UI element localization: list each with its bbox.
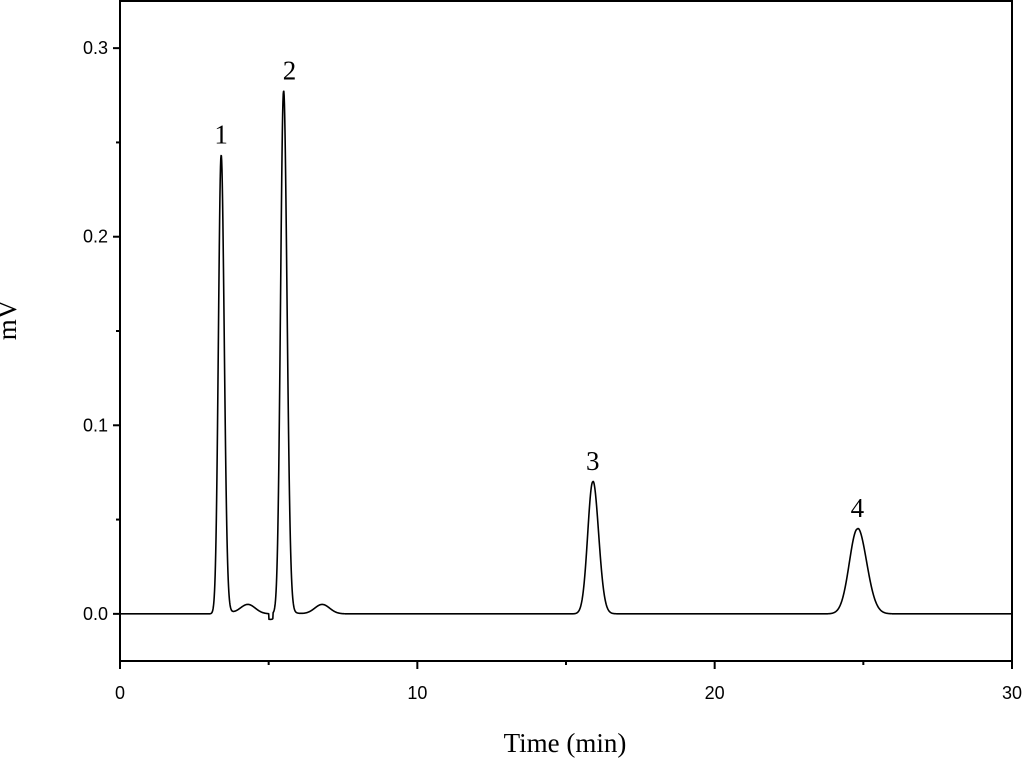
y-axis-title: mV (0, 299, 22, 340)
x-tick-label: 30 (1002, 683, 1022, 703)
peak-label-4: 4 (851, 493, 865, 523)
x-axis-title: Time (min) (504, 728, 627, 758)
peak-label-3: 3 (586, 446, 600, 476)
x-tick-label: 10 (407, 683, 427, 703)
y-tick-label: 0.3 (83, 38, 108, 58)
peak-labels: 1 2 3 4 (214, 56, 864, 523)
y-tick-label: 0.2 (83, 227, 108, 247)
x-axis: 0 10 20 30 (115, 661, 1022, 703)
peak-label-1: 1 (214, 120, 228, 150)
y-tick-label: 0.0 (83, 604, 108, 624)
x-tick-label: 20 (705, 683, 725, 703)
chromatogram-trace (119, 90, 1013, 621)
y-tick-label: 0.1 (83, 415, 108, 435)
x-tick-label: 0 (115, 683, 125, 703)
y-axis: 0.0 0.1 0.2 0.3 (83, 38, 120, 624)
plot-frame (119, 0, 1013, 662)
peak-label-2: 2 (283, 56, 297, 86)
